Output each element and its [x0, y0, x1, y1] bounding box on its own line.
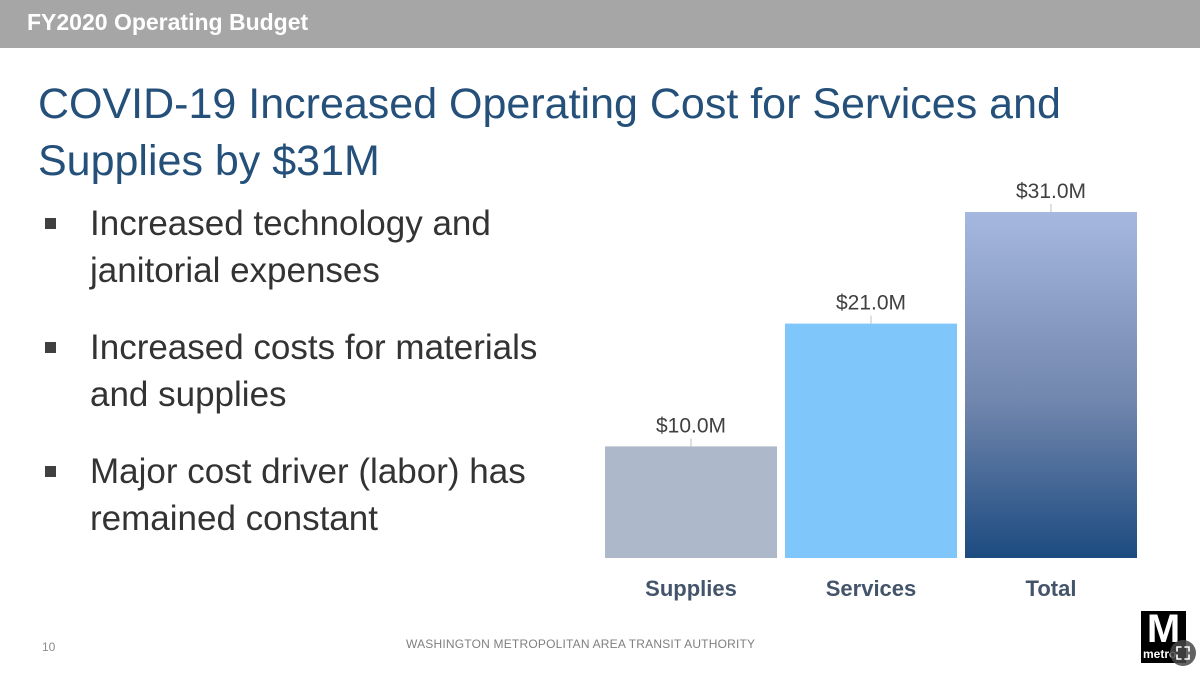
bullet-text: Increased technology and janitorial expe…: [90, 204, 491, 290]
bar-services: [785, 323, 957, 558]
slide-title: COVID-19 Increased Operating Cost for Se…: [38, 80, 1061, 185]
page-number: 10: [42, 640, 56, 654]
bullet-item: Increased costs for materials and suppli…: [40, 324, 600, 418]
expand-arrows-icon: [1176, 646, 1190, 660]
organization-name: WASHINGTON METROPOLITAN AREA TRANSIT AUT…: [406, 637, 756, 651]
bullet-text: Major cost driver (labor) has remained c…: [90, 452, 526, 538]
section-title: FY2020 Operating Budget: [27, 9, 309, 35]
metro-logo: M metro: [1141, 607, 1186, 663]
category-label-services: Services: [826, 576, 917, 601]
square-bullet-icon: [45, 218, 56, 229]
square-bullet-icon: [45, 342, 56, 353]
category-label-supplies: Supplies: [645, 576, 737, 601]
bar-total: [965, 212, 1137, 558]
bullet-list: Increased technology and janitorial expe…: [40, 200, 600, 542]
section-header-bar: FY2020 Operating Budget: [0, 0, 1200, 48]
logo-wordmark: metro: [1143, 647, 1177, 661]
bullet-text: Increased costs for materials and suppli…: [90, 328, 538, 414]
square-bullet-icon: [45, 466, 56, 477]
bullet-item: Major cost driver (labor) has remained c…: [40, 448, 600, 542]
data-label-services: $21.0M: [836, 292, 906, 315]
bullet-item: Increased technology and janitorial expe…: [40, 200, 600, 294]
data-label-total: $31.0M: [1016, 180, 1086, 203]
cost-bar-chart: $10.0M Supplies $21.0M Services $31.0M Total: [605, 180, 1137, 601]
expand-icon[interactable]: [1170, 640, 1196, 666]
data-label-supplies: $10.0M: [656, 414, 726, 437]
category-label-total: Total: [1026, 576, 1077, 601]
bar-supplies: [605, 446, 777, 558]
